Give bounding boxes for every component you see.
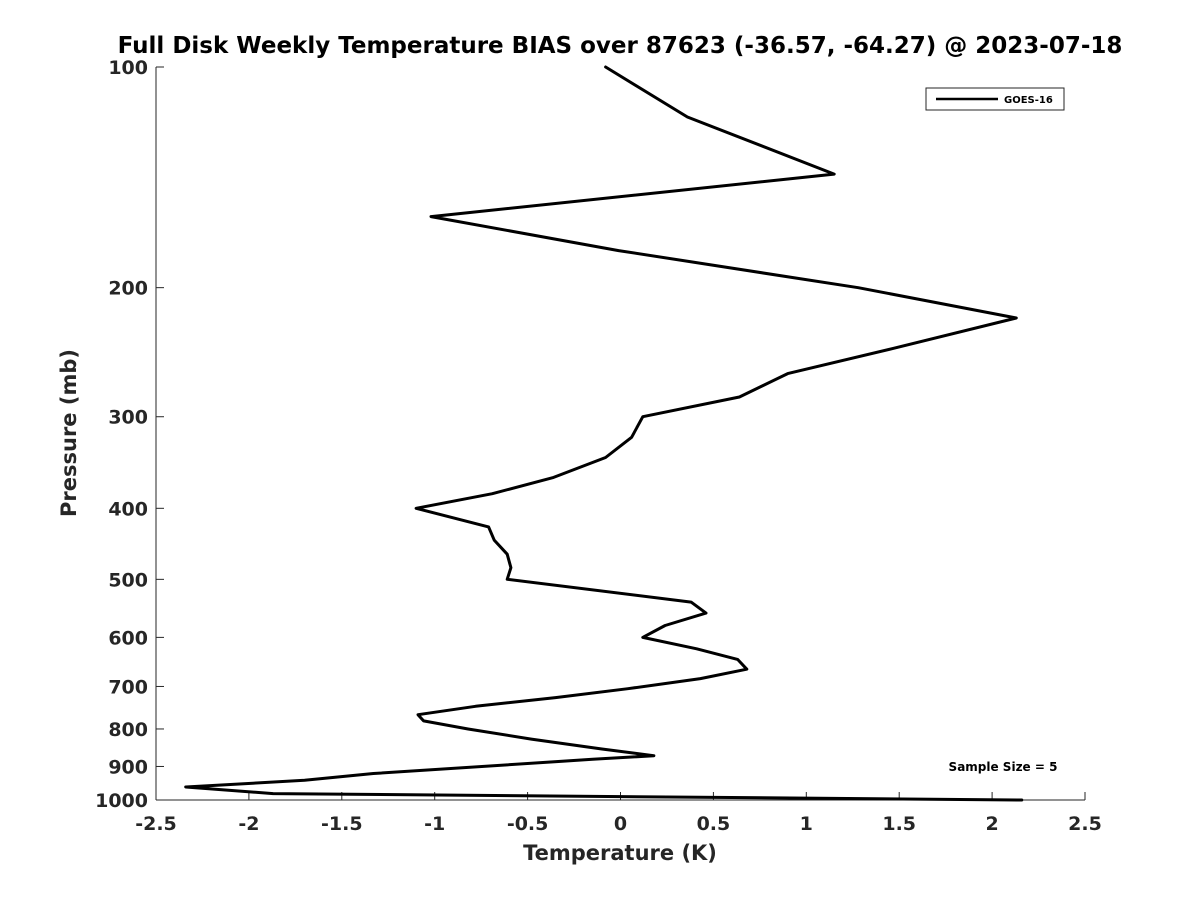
x-tick-label: -1.5 <box>321 813 363 835</box>
x-tick-label: -2.5 <box>135 813 177 835</box>
series-line-goes-16 <box>184 65 1024 802</box>
y-tick-label: 800 <box>108 719 148 741</box>
x-tick-label: 1.5 <box>882 813 916 835</box>
x-axis-ticks: -2.5 -2 -1.5 -1 -0.5 0 0.5 1 1.5 2 2.5 <box>135 792 1102 835</box>
x-tick-label: 0.5 <box>697 813 731 835</box>
x-tick-label: 2 <box>985 813 998 835</box>
x-axis-label: Temperature (K) <box>523 841 717 865</box>
y-tick-label: 200 <box>108 278 148 300</box>
sample-size-annotation: Sample Size = 5 <box>949 760 1058 774</box>
legend-label-goes-16: GOES-16 <box>1004 95 1053 106</box>
y-tick-label: 600 <box>108 627 148 649</box>
x-tick-label: 0 <box>614 813 627 835</box>
y-tick-label: 700 <box>108 676 148 698</box>
y-tick-label: 400 <box>108 498 148 520</box>
series-layer <box>184 65 1024 802</box>
chart-title: Full Disk Weekly Temperature BIAS over 8… <box>118 33 1123 59</box>
y-tick-label: 500 <box>108 569 148 591</box>
y-tick-label: 900 <box>108 756 148 778</box>
x-tick-label: -1 <box>424 813 445 835</box>
y-axis-label: Pressure (mb) <box>57 349 81 517</box>
x-tick-label: 1 <box>800 813 813 835</box>
x-tick-label: -2 <box>238 813 259 835</box>
y-tick-label: 100 <box>108 57 148 79</box>
y-tick-label: 300 <box>108 407 148 429</box>
legend: GOES-16 <box>925 87 1065 111</box>
y-tick-label: 1000 <box>95 790 148 812</box>
y-axis-ticks: 100 200 300 400 500 600 700 800 900 1000 <box>95 57 164 812</box>
x-tick-label: 2.5 <box>1068 813 1102 835</box>
x-tick-label: -0.5 <box>507 813 549 835</box>
